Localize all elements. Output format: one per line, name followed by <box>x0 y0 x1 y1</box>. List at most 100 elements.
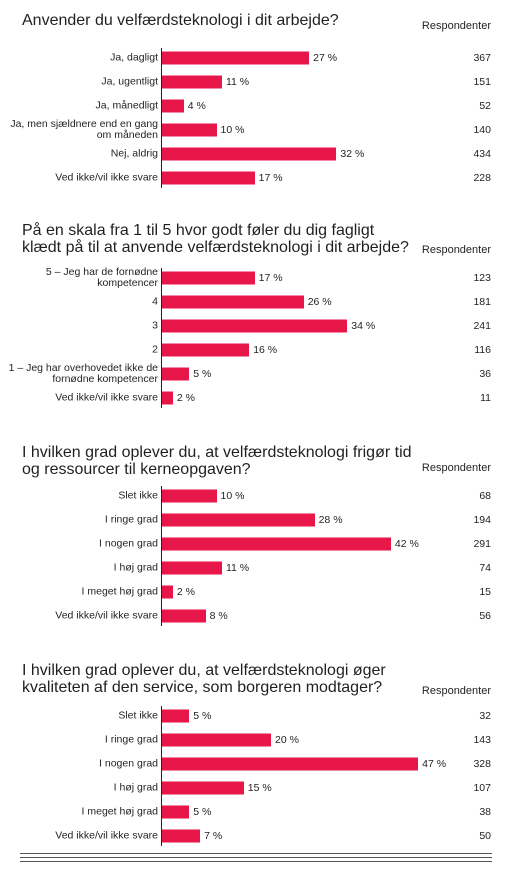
chart-title: I hvilken grad oplever du, at velfærdste… <box>22 444 412 478</box>
bar-row: I høj grad 15 % 107 <box>0 776 527 800</box>
category-axis <box>161 48 162 188</box>
category-label: Slet ikke <box>118 489 158 502</box>
chart-title: I hvilken grad oplever du, at velfærdste… <box>22 662 386 696</box>
category-label: Ved ikke/vil ikke svare <box>55 829 158 842</box>
value-label: 5 % <box>193 806 212 818</box>
value-label: 15 % <box>247 782 272 794</box>
bar <box>162 585 173 599</box>
value-label: 11 % <box>225 562 250 574</box>
bar <box>162 513 315 527</box>
category-axis <box>161 268 162 408</box>
bar-row: I ringe grad 20 % 143 <box>0 728 527 752</box>
value-label: 2 % <box>176 586 195 598</box>
chart-section-2: På en skala fra 1 til 5 hvor godt føler … <box>0 218 527 414</box>
category-label: Slet ikke <box>118 709 158 722</box>
respondents-header: Respondenter <box>421 244 491 256</box>
respondent-count: 68 <box>479 490 491 502</box>
respondent-count: 151 <box>473 76 491 88</box>
footer-rule-3 <box>20 861 492 862</box>
bar-row: I høj grad 11 % 74 <box>0 556 527 580</box>
bar-row: I nogen grad 42 % 291 <box>0 532 527 556</box>
bar <box>162 171 255 185</box>
value-label: 7 % <box>204 830 223 842</box>
category-label: I ringe grad <box>104 733 158 746</box>
category-label: I nogen grad <box>99 537 158 550</box>
category-label: 1 – Jeg har overhovedet ikke de fornødne… <box>8 362 158 385</box>
respondent-count: 228 <box>473 172 491 184</box>
bar-row: Ved ikke/vil ikke svare 7 % 50 <box>0 824 527 848</box>
bar-row: Slet ikke 10 % 68 <box>0 484 527 508</box>
value-label: 10 % <box>220 490 245 502</box>
respondent-count: 123 <box>473 272 491 284</box>
category-label: Ved ikke/vil ikke svare <box>55 609 158 622</box>
category-axis <box>161 486 162 626</box>
category-axis <box>161 706 162 846</box>
bar <box>162 609 206 623</box>
value-label: 16 % <box>253 344 278 356</box>
category-label: I ringe grad <box>104 513 158 526</box>
bar <box>162 805 190 819</box>
respondents-header: Respondenter <box>421 20 491 32</box>
bar-row: Ved ikke/vil ikke svare 2 % 11 <box>0 386 527 410</box>
bar <box>162 343 250 357</box>
bar-row: 3 34 % 241 <box>0 314 527 338</box>
bar <box>162 733 271 747</box>
bar-row: 1 – Jeg har overhovedet ikke de fornødne… <box>0 362 527 386</box>
bar <box>162 367 190 381</box>
category-label: Ja, månedligt <box>95 99 158 112</box>
bar-row: I nogen grad 47 % 328 <box>0 752 527 776</box>
respondent-count: 11 <box>480 392 491 404</box>
bar <box>162 75 222 89</box>
respondent-count: 52 <box>479 100 491 112</box>
category-label: 2 <box>152 343 158 356</box>
respondent-count: 291 <box>473 538 491 550</box>
bar-row: Ja, dagligt 27 % 367 <box>0 46 527 70</box>
value-label: 5 % <box>193 368 212 380</box>
category-label: I meget høj grad <box>81 805 158 818</box>
footer-rule-1 <box>20 853 492 854</box>
bar <box>162 757 419 771</box>
respondent-count: 36 <box>479 368 491 380</box>
category-label: I nogen grad <box>99 757 158 770</box>
value-label: 32 % <box>340 148 365 160</box>
bar <box>162 391 173 405</box>
bar-row: Ja, månedligt 4 % 52 <box>0 94 527 118</box>
chart-section-3: I hvilken grad oplever du, at velfærdste… <box>0 440 527 632</box>
bar-row: I ringe grad 28 % 194 <box>0 508 527 532</box>
respondent-count: 32 <box>479 710 491 722</box>
value-label: 17 % <box>258 272 283 284</box>
category-label: 5 – Jeg har de fornødne kompetencer <box>45 266 158 289</box>
bar <box>162 51 310 65</box>
respondent-count: 56 <box>479 610 491 622</box>
respondent-count: 181 <box>473 296 491 308</box>
bar <box>162 99 184 113</box>
bar <box>162 147 337 161</box>
respondents-header: Respondenter <box>421 685 491 697</box>
chart-title: På en skala fra 1 til 5 hvor godt føler … <box>22 222 409 256</box>
respondent-count: 74 <box>479 562 491 574</box>
category-label: Ja, men sjældnere end en gang om måneden <box>10 118 158 141</box>
respondent-count: 116 <box>474 344 491 356</box>
bar-row: Ved ikke/vil ikke svare 8 % 56 <box>0 604 527 628</box>
value-label: 47 % <box>422 758 447 770</box>
bar-row: I meget høj grad 2 % 15 <box>0 580 527 604</box>
respondent-count: 367 <box>473 52 491 64</box>
value-label: 34 % <box>351 320 376 332</box>
bar-row: 4 26 % 181 <box>0 290 527 314</box>
category-label: I høj grad <box>113 781 158 794</box>
bar-row: I meget høj grad 5 % 38 <box>0 800 527 824</box>
bar-row: 5 – Jeg har de fornødne kompetencer 17 % 1… <box>0 266 527 290</box>
category-label: Ved ikke/vil ikke svare <box>55 391 158 404</box>
bar <box>162 123 217 137</box>
bar <box>162 709 190 723</box>
respondent-count: 143 <box>473 734 491 746</box>
value-label: 10 % <box>220 124 245 136</box>
value-label: 2 % <box>176 392 195 404</box>
category-label: Nej, aldrig <box>110 147 158 160</box>
bar-row: Ja, men sjældnere end en gang om måneden… <box>0 118 527 142</box>
bar <box>162 271 255 285</box>
respondent-count: 15 <box>479 586 491 598</box>
category-label: Ja, ugentligt <box>101 75 158 88</box>
chart-section-4: I hvilken grad oplever du, at velfærdste… <box>0 658 527 852</box>
bar <box>162 319 348 333</box>
